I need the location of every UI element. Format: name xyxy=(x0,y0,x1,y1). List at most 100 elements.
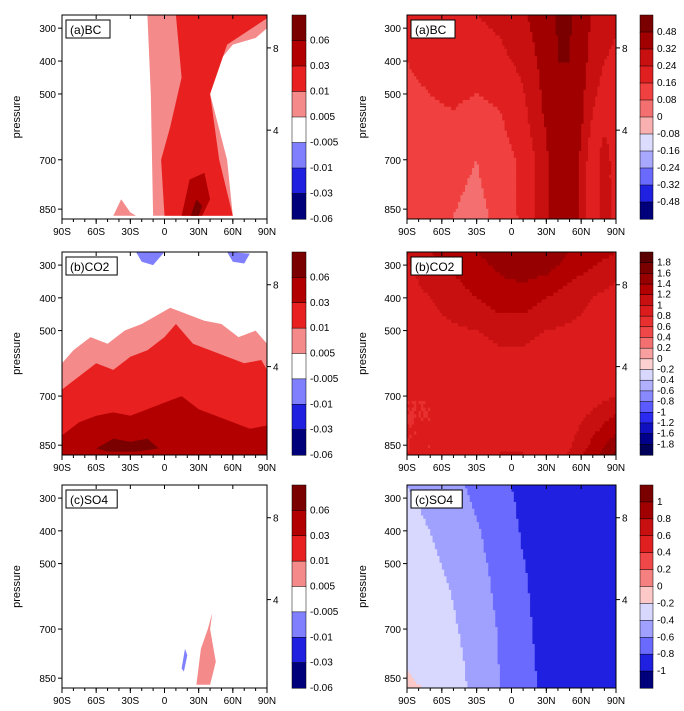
field-cell xyxy=(502,45,506,50)
field-cell xyxy=(513,178,517,183)
field-cell xyxy=(432,100,436,104)
field-cell xyxy=(609,66,612,70)
field-cell xyxy=(502,86,506,91)
field-cell xyxy=(446,181,450,186)
field-cell xyxy=(597,113,601,118)
field-cell xyxy=(592,59,596,64)
field-cell xyxy=(560,110,564,115)
field-cell xyxy=(467,151,471,155)
field-cell xyxy=(541,100,545,104)
field-cell xyxy=(604,130,608,135)
field-cell xyxy=(409,59,413,64)
field-cell xyxy=(534,151,538,155)
field-cell xyxy=(560,164,564,169)
field-cell xyxy=(534,127,538,132)
field-cell xyxy=(490,147,494,152)
field-cell xyxy=(534,28,538,33)
field-cell xyxy=(560,86,564,91)
field-cell xyxy=(583,174,587,179)
field-cell xyxy=(446,120,450,125)
field-cell xyxy=(564,66,568,70)
field-cell xyxy=(548,103,552,108)
field-cell xyxy=(567,127,571,132)
field-cell xyxy=(613,21,616,26)
field-cell xyxy=(478,178,482,183)
field-cell xyxy=(560,69,564,74)
field-cell xyxy=(446,96,450,101)
field-cell xyxy=(548,55,552,60)
field-cell xyxy=(506,25,510,30)
field-cell xyxy=(488,45,492,50)
field-cell xyxy=(599,113,603,118)
field-cell xyxy=(427,106,431,111)
field-cell xyxy=(439,38,443,43)
field-cell xyxy=(509,161,513,166)
field-cell xyxy=(451,127,455,132)
field-cell xyxy=(532,154,536,159)
field-cell xyxy=(462,103,466,108)
field-cell xyxy=(502,171,506,176)
field-cell xyxy=(532,140,536,145)
field-cell xyxy=(592,69,596,74)
field-cell xyxy=(578,93,582,98)
field-cell xyxy=(492,195,496,200)
field-cell xyxy=(465,134,468,138)
field-cell xyxy=(504,79,508,84)
field-cell xyxy=(602,96,605,101)
field-cell xyxy=(569,66,573,70)
field-cell xyxy=(592,191,596,196)
field-cell xyxy=(609,100,612,104)
field-cell xyxy=(534,100,538,104)
field-cell xyxy=(474,171,478,176)
field-cell xyxy=(523,188,527,193)
field-cell xyxy=(446,140,450,145)
field-cell xyxy=(488,147,492,152)
field-cell xyxy=(453,66,457,70)
field-cell xyxy=(567,79,571,84)
field-cell xyxy=(516,134,520,138)
field-cell xyxy=(427,134,431,138)
field-cell xyxy=(527,123,531,128)
field-cell xyxy=(602,134,605,138)
field-cell xyxy=(430,134,434,138)
field-cell xyxy=(557,161,561,166)
field-cell xyxy=(499,140,503,145)
field-cell xyxy=(425,123,429,128)
field-cell xyxy=(571,38,575,43)
field-cell xyxy=(467,93,471,98)
field-cell xyxy=(553,168,557,172)
field-cell xyxy=(611,62,615,67)
field-cell xyxy=(525,144,529,149)
field-cell xyxy=(553,106,557,111)
field-cell xyxy=(472,62,475,67)
field-cell xyxy=(488,76,492,81)
field-cell xyxy=(444,195,448,200)
field-cell xyxy=(613,140,616,145)
field-cell xyxy=(595,62,599,67)
field-cell xyxy=(506,42,510,47)
field-cell xyxy=(455,62,459,67)
field-cell xyxy=(516,32,520,36)
field-cell xyxy=(495,55,499,60)
field-cell xyxy=(585,55,589,60)
field-cell xyxy=(597,69,601,74)
field-cell xyxy=(550,69,554,74)
field-cell xyxy=(530,28,533,33)
field-cell xyxy=(499,168,503,172)
field-cell xyxy=(520,83,524,87)
field-cell xyxy=(518,147,522,152)
field-cell xyxy=(472,161,475,166)
field-cell xyxy=(413,144,417,149)
field-cell xyxy=(560,21,564,26)
field-cell xyxy=(525,130,529,135)
field-cell xyxy=(427,171,431,176)
field-cell xyxy=(483,76,487,81)
panel-1: 90S 60S 30S 0 30N 60N 90N30040050070085084pres… xyxy=(11,14,339,238)
field-cell xyxy=(513,100,517,104)
field-cell xyxy=(504,134,508,138)
field-cell xyxy=(407,123,410,128)
field-cell xyxy=(606,15,610,19)
field-cell xyxy=(557,113,561,118)
field-cell xyxy=(448,181,452,186)
field-cell xyxy=(411,117,415,121)
